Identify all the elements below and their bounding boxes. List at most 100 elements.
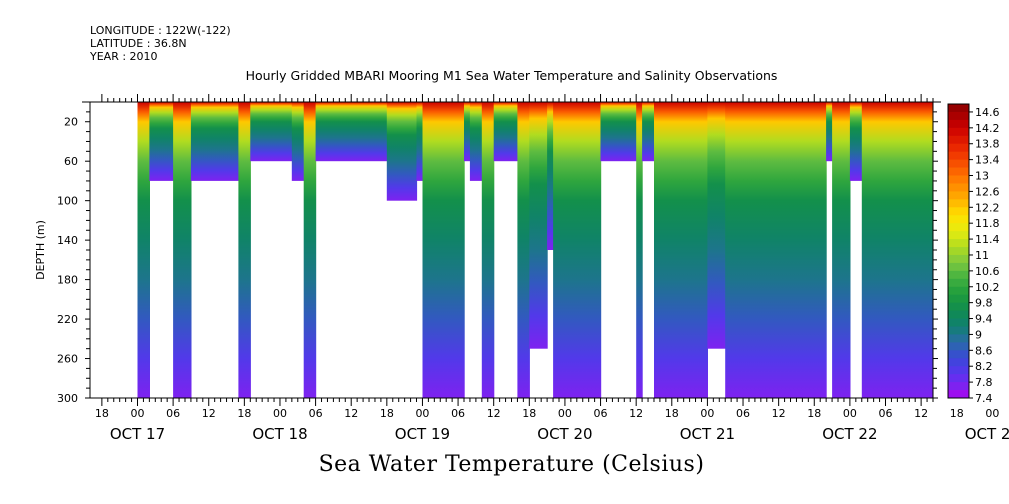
data-column [493,102,518,162]
colorbar-swatch [948,135,969,145]
x-day-label: OCT 17 [110,425,165,443]
x-hour-label: 06 [166,407,180,420]
x-hour-label: 06 [309,407,323,420]
colorbar-swatch [948,294,969,304]
colorbar-swatch [948,191,969,200]
colorbar-swatch [948,239,969,248]
year-label: YEAR : 2010 [90,50,158,63]
x-hour-label: 18 [380,407,394,420]
data-column [707,102,726,349]
x-hour-label: 00 [130,407,144,420]
colorbar-swatch [948,262,969,272]
colorbar-swatch [948,350,969,359]
data-column [636,102,643,398]
y-tick-label: 180 [57,274,78,287]
y-tick-label: 60 [64,155,78,168]
colorbar-swatch [948,382,969,391]
colorbar-swatch [948,159,969,168]
colorbar-label: 14.2 [975,122,1000,135]
colorbar-swatch [948,390,969,399]
colorbar: 14.6 14.2 13.8 13.4 13 12.6 12.2 11.8 11.4 11 10.6… [947,103,1000,405]
y-tick-label: 300 [57,392,78,405]
colorbar-swatch [948,143,969,153]
x-day-label: OCT 22 [822,425,877,443]
colorbar-label: 12.2 [975,201,1000,214]
data-column [469,102,483,181]
colorbar-swatch [948,199,969,208]
data-column [517,102,530,398]
x-day-label: OCT 23 [965,425,1009,443]
colorbar-swatch [948,151,969,161]
data-column [416,102,423,181]
data-column [529,102,548,349]
longitude-label: LONGITUDE : 122W(-122) [90,24,231,37]
data-column [642,102,655,162]
colorbar-swatch [948,310,969,319]
x-hour-label: 00 [985,407,999,420]
colorbar-swatch [948,207,969,216]
x-hour-label: 18 [950,407,964,420]
colorbar-swatch [948,247,969,256]
colorbar-label: 9.8 [975,297,993,310]
colorbar-swatch [948,286,969,296]
data-column [600,102,637,162]
colorbar-swatch [948,231,969,240]
colorbar-swatch [948,342,969,351]
data-column [238,102,251,398]
data-column [173,102,192,398]
colorbar-swatch [948,278,969,288]
x-hour-label: 12 [772,407,786,420]
colorbar-label: 11.4 [975,233,1000,246]
colorbar-swatch [948,167,969,176]
data-column [547,102,554,250]
data-column [422,102,465,398]
x-hour-label: 06 [594,407,608,420]
x-axis: 18 00 06 12 18 00 06 12 18 00 06 12 18 00 06 12 18 00 06 12… [95,94,1009,443]
y-axis: 20 60 100 140 180 220 260 300 [57,101,941,405]
x-hour-label: 12 [487,407,501,420]
colorbar-swatch [948,334,969,343]
data-column [826,102,833,162]
y-tick-label: 20 [64,116,78,129]
colorbar-swatch [948,374,969,383]
data-column [315,102,388,162]
x-hour-label: 00 [415,407,429,420]
x-hour-label: 00 [558,407,572,420]
x-hour-label: 18 [665,407,679,420]
data-column [832,102,851,398]
colorbar-swatch [948,270,969,280]
colorbar-swatch [948,127,969,137]
data-column [303,102,317,398]
colorbar-label: 9.4 [975,313,993,326]
y-tick-label: 140 [57,234,78,247]
colorbar-swatch [948,183,969,192]
colorbar-label: 14.6 [975,106,1000,119]
colorbar-label: 8.6 [975,344,993,357]
colorbar-swatch [948,318,969,327]
data-column [861,102,933,398]
colorbar-swatch [948,111,969,121]
colorbar-label: 11.8 [975,217,1000,230]
data-column [849,102,863,181]
colorbar-swatch [948,254,969,264]
x-hour-label: 00 [843,407,857,420]
colorbar-swatch [948,215,969,224]
variable-title: Sea Water Temperature (Celsius) [318,452,705,477]
x-hour-label: 00 [700,407,714,420]
x-day-label: OCT 19 [395,425,450,443]
colorbar-frame [947,103,970,399]
data-column [553,102,602,398]
x-hour-label: 12 [629,407,643,420]
data-column [137,102,150,398]
plot-area [89,101,934,399]
latitude-label: LATITUDE : 36.8N [90,37,187,50]
chart-title: Hourly Gridded MBARI Mooring M1 Sea Wate… [245,68,778,83]
data-column [149,102,174,181]
x-day-label: OCT 21 [680,425,735,443]
colorbar-label: 7.8 [975,376,993,389]
x-hour-label: 06 [879,407,893,420]
colorbar-swatch [948,175,969,184]
x-hour-label: 06 [451,407,465,420]
data-column [481,102,495,398]
